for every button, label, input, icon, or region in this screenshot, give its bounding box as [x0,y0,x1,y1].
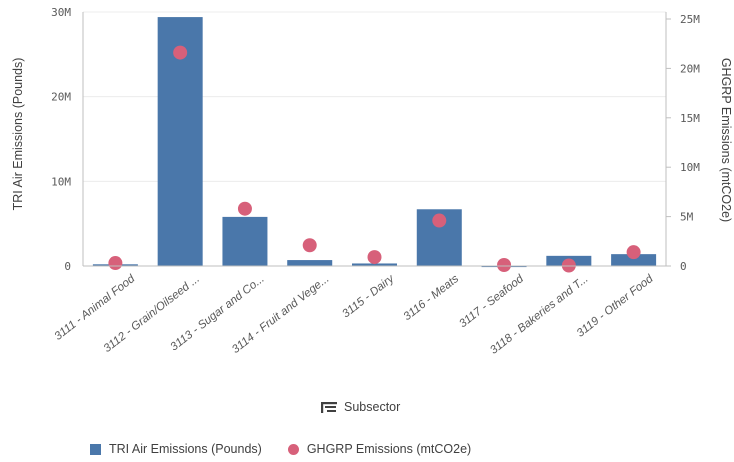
right-axis-title: GHGRP Emissions (mtCO2e) [719,58,733,222]
dot [173,45,188,60]
legend-swatch-dot [287,443,299,455]
dot [367,250,382,265]
dot [432,213,447,228]
dot [302,238,317,253]
left-tick-label: 20M [51,91,71,104]
legend-label-dot: GHGRP Emissions (mtCO2e) [306,442,472,456]
dot [497,258,512,273]
left-tick-label: 30M [51,6,71,19]
right-tick-label: 0 [680,260,687,273]
category-label: 3117 - Seafood [457,273,526,331]
bar [352,263,397,266]
legend-label-bar: TRI Air Emissions (Pounds) [109,442,262,456]
left-axis-ticks: 0 10M 20M 30M [51,6,71,273]
category-label: 3116 - Meats [402,273,462,323]
legend-item-dot[interactable]: GHGRP Emissions (mtCO2e) [287,442,472,456]
left-tick-label: 10M [51,175,71,188]
right-tick-label: 25M [680,13,700,26]
dot-series [108,45,641,273]
dot [237,201,252,216]
x-axis-title[interactable]: Subsector [320,400,400,414]
right-tick-label: 15M [680,112,700,125]
left-axis-title: TRI Air Emissions (Pounds) [11,58,25,211]
bar [222,216,268,266]
legend-swatch-bar [90,443,101,455]
bar [287,260,333,266]
legend: TRI Air Emissions (Pounds) GHGRP Emissio… [90,442,471,456]
right-tick-label: 10M [680,161,700,174]
dimension-icon [321,402,337,413]
axes [82,12,667,267]
right-axis-ticks: 0 5M 10M 15M 20M 25M [666,13,700,273]
left-tick-label: 0 [64,260,71,273]
category-label: 3115 - Dairy [340,272,397,320]
bar [611,254,657,266]
dot [108,256,123,271]
x-axis-title-label: Subsector [344,400,401,414]
dot [626,245,641,260]
right-tick-label: 5M [680,211,694,224]
combo-chart: 0 10M 20M 30M 0 5M 10M 15M 20M 25M 3111 - Animal… [11,6,733,357]
legend-item-bar[interactable]: TRI Air Emissions (Pounds) [90,442,262,456]
right-tick-label: 20M [680,62,700,75]
